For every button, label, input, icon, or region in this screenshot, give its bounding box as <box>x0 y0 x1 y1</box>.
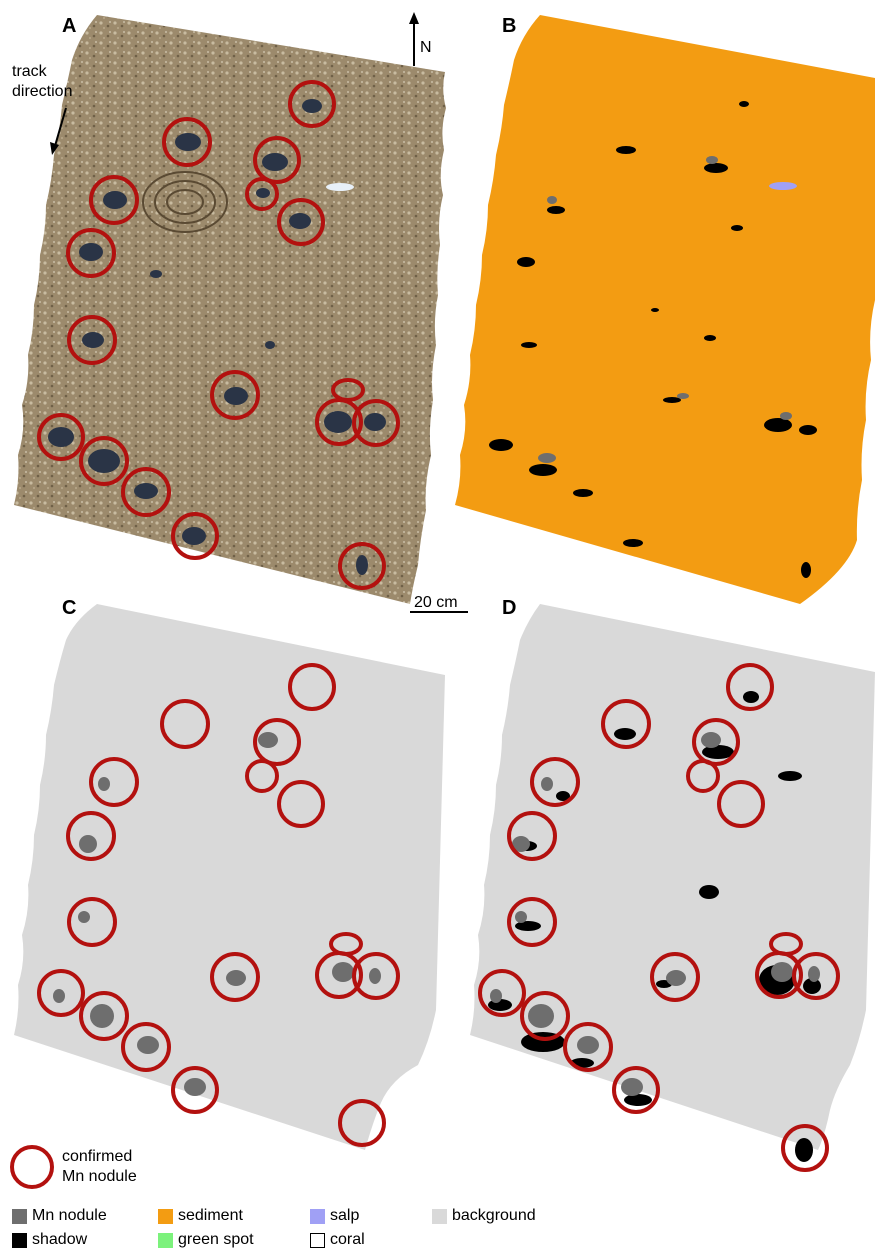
panel-d: D <box>470 597 875 1172</box>
scale-bar-label: 20 cm <box>414 594 458 611</box>
confirmed-circles-c <box>37 663 400 1147</box>
panel-b: B <box>455 15 875 604</box>
nodules-c <box>53 732 381 1096</box>
photo-nodules <box>48 99 386 575</box>
rock-rings <box>142 171 228 233</box>
nodules-d <box>490 732 820 1096</box>
panel-c-label: C <box>62 597 76 619</box>
legend-label-sediment: sediment <box>178 1207 243 1224</box>
confirmed-circles-d <box>478 663 840 1172</box>
confirmed-nodule-legend: confirmed Mn nodule <box>10 1145 137 1189</box>
panel-c: C <box>14 597 445 1150</box>
confirmed-legend-line1: confirmed <box>62 1148 133 1165</box>
classified-nodules-b <box>538 156 792 463</box>
background-swatch <box>432 1208 447 1224</box>
confirmed-circle-icon <box>10 1145 54 1189</box>
legend-label-coral: coral <box>330 1231 365 1248</box>
legend-item-coral: coral <box>310 1231 365 1249</box>
confirmed-legend-line2: Mn nodule <box>62 1168 137 1185</box>
north-label: N <box>420 39 432 56</box>
panel-d-label: D <box>502 597 516 619</box>
legend-item-mn-nodule: Mn nodule <box>12 1207 107 1225</box>
legend-item-background: background <box>432 1207 536 1225</box>
mosaic-photo <box>14 15 446 604</box>
mn-nodule-swatch <box>12 1208 27 1224</box>
track-direction-label-2: direction <box>12 83 72 100</box>
shadow-swatch <box>12 1232 27 1248</box>
sediment-area <box>455 15 875 604</box>
coral-swatch <box>310 1232 325 1248</box>
green-spot-swatch <box>158 1232 173 1248</box>
legend-label-salp: salp <box>330 1207 360 1224</box>
legend-label-background: background <box>452 1207 536 1224</box>
salp-swatch <box>310 1208 325 1224</box>
legend-label-green-spot: green spot <box>178 1231 254 1248</box>
north-arrow <box>409 12 419 66</box>
legend-label-shadow: shadow <box>32 1231 88 1248</box>
background-area-c <box>14 604 445 1150</box>
legend-item-green-spot: green spot <box>158 1231 254 1249</box>
legend-label-mn-nodule: Mn nodule <box>32 1207 107 1224</box>
legend-item-sediment: sediment <box>158 1207 243 1225</box>
track-direction-arrow <box>50 107 67 155</box>
panel-a-label: A <box>62 15 76 37</box>
confirmed-circles-a <box>37 80 400 590</box>
legend-item-shadow: shadow <box>12 1231 87 1249</box>
track-direction-label-1: track <box>12 63 48 80</box>
panel-b-label: B <box>502 15 516 37</box>
classified-shadows-b <box>489 101 817 578</box>
background-area-d <box>470 604 875 1150</box>
panel-a: A track direction N <box>12 12 446 604</box>
legend-item-salp: salp <box>310 1207 359 1225</box>
sediment-swatch <box>158 1208 173 1224</box>
salp-patch <box>769 182 797 190</box>
